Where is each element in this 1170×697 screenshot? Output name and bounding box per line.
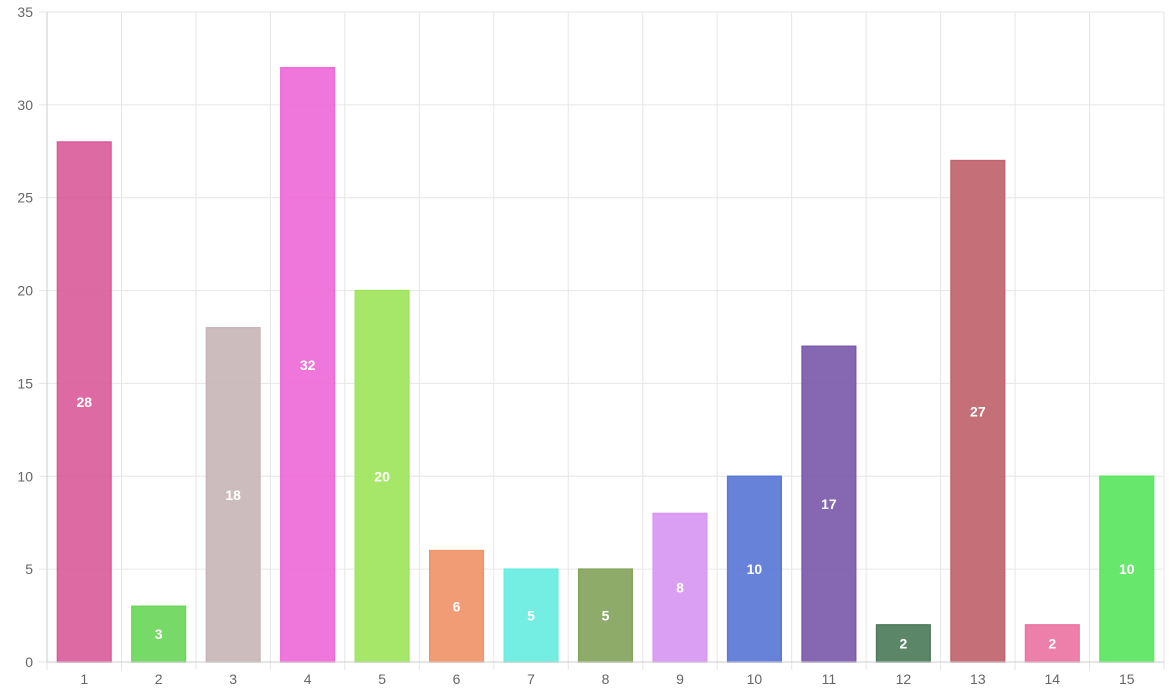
x-tick-label: 6 [453, 671, 461, 687]
data-label: 2 [899, 635, 907, 651]
y-tick-label: 10 [17, 468, 33, 484]
x-tick-label: 2 [155, 671, 163, 687]
bar [280, 66, 336, 663]
x-tick-label: 15 [1119, 671, 1135, 687]
bar [950, 159, 1006, 663]
data-label: 27 [970, 403, 986, 419]
y-tick-label: 15 [17, 375, 33, 391]
y-tick-label: 0 [25, 654, 33, 670]
x-tick-label: 5 [378, 671, 386, 687]
data-label: 17 [821, 496, 837, 512]
x-tick-label: 10 [747, 671, 763, 687]
bar [1024, 624, 1080, 663]
bars: 28 3 18 32 20 6 5 5 8 10 17 2 27 2 10 [56, 66, 1155, 663]
x-tick-label: 1 [80, 671, 88, 687]
x-tick-label: 4 [304, 671, 312, 687]
x-tick-label: 3 [229, 671, 237, 687]
x-tick-label: 8 [602, 671, 610, 687]
grid-lines [39, 11, 1165, 670]
x-tick-label: 7 [527, 671, 535, 687]
data-label: 28 [76, 394, 92, 410]
bar [131, 605, 187, 663]
bar [354, 289, 410, 663]
bar [1099, 475, 1155, 663]
bar [56, 141, 112, 663]
bar [726, 475, 782, 663]
x-tick-label: 12 [896, 671, 912, 687]
data-label: 10 [747, 561, 763, 577]
bar [801, 345, 857, 663]
data-label: 2 [1048, 635, 1056, 651]
data-label: 5 [527, 608, 535, 624]
data-label: 8 [676, 580, 684, 596]
y-tick-label: 35 [17, 4, 33, 20]
data-label: 5 [602, 608, 610, 624]
bar [652, 512, 708, 663]
y-tick-label: 5 [25, 561, 33, 577]
x-tick-label: 9 [676, 671, 684, 687]
bar [429, 549, 485, 663]
x-tick-label: 11 [822, 671, 837, 687]
x-tick-label: 13 [970, 671, 986, 687]
x-tick-label: 14 [1045, 671, 1061, 687]
y-tick-label: 20 [17, 283, 33, 299]
bar [577, 568, 634, 663]
data-label: 18 [225, 487, 241, 503]
y-tick-label: 30 [17, 97, 33, 113]
data-label: 6 [453, 598, 461, 614]
bar [503, 568, 559, 663]
data-label: 3 [155, 626, 163, 642]
data-label: 20 [374, 468, 390, 484]
y-tick-label: 25 [17, 190, 33, 206]
data-label: 32 [300, 357, 316, 373]
data-label: 10 [1119, 561, 1135, 577]
bar [875, 624, 931, 663]
